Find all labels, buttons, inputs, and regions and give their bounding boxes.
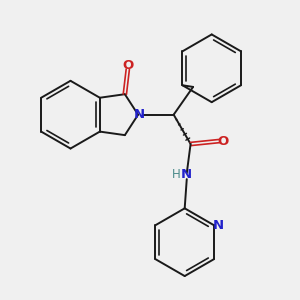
Text: H: H <box>172 168 181 181</box>
Text: N: N <box>134 108 145 121</box>
Text: O: O <box>122 58 134 72</box>
Text: N: N <box>212 219 224 232</box>
Text: N: N <box>181 168 192 181</box>
Text: O: O <box>218 134 229 148</box>
